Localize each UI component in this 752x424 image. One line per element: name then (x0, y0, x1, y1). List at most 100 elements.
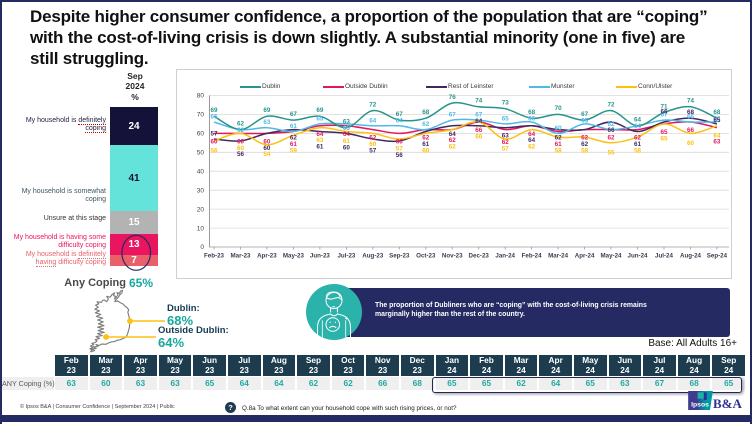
svg-text:68: 68 (422, 109, 430, 116)
svg-text:Nov-23: Nov-23 (442, 253, 463, 260)
svg-text:63: 63 (343, 119, 351, 126)
svg-text:60: 60 (396, 138, 404, 145)
svg-text:62: 62 (607, 121, 615, 128)
svg-text:67: 67 (396, 111, 404, 118)
svg-text:64: 64 (528, 137, 536, 144)
svg-text:66: 66 (713, 115, 721, 122)
svg-text:61: 61 (316, 144, 324, 151)
svg-text:20: 20 (197, 206, 205, 213)
svg-text:66: 66 (660, 109, 668, 116)
svg-text:65: 65 (660, 135, 668, 142)
svg-text:67: 67 (290, 111, 298, 118)
svg-text:61: 61 (343, 138, 351, 145)
svg-text:Ipsos: Ipsos (691, 402, 709, 409)
svg-text:Oct-23: Oct-23 (416, 253, 436, 260)
svg-text:56: 56 (210, 147, 218, 154)
svg-text:67: 67 (449, 112, 457, 119)
svg-text:66: 66 (687, 127, 695, 134)
svg-text:70: 70 (197, 112, 205, 119)
svg-text:74: 74 (475, 98, 483, 105)
svg-text:Jan-24: Jan-24 (495, 253, 515, 260)
svg-text:Feb-24: Feb-24 (522, 253, 543, 260)
svg-text:69: 69 (263, 107, 271, 114)
svg-text:63: 63 (713, 139, 721, 146)
svg-text:64: 64 (634, 117, 642, 124)
svg-text:72: 72 (369, 101, 377, 108)
svg-text:60: 60 (237, 145, 245, 152)
svg-text:69: 69 (210, 107, 218, 114)
svg-text:73: 73 (502, 100, 510, 107)
svg-text:62: 62 (555, 135, 563, 142)
svg-text:64: 64 (396, 117, 404, 124)
svg-text:May-24: May-24 (601, 253, 623, 260)
svg-text:60: 60 (263, 138, 271, 145)
svg-text:58: 58 (581, 147, 589, 154)
svg-text:54: 54 (263, 151, 271, 158)
svg-text:66: 66 (475, 127, 483, 134)
svg-text:62: 62 (449, 144, 457, 151)
svg-text:65: 65 (316, 115, 324, 122)
svg-text:62: 62 (422, 121, 430, 128)
svg-text:Sep-23: Sep-23 (389, 253, 410, 260)
svg-text:62: 62 (502, 139, 510, 146)
svg-text:67: 67 (660, 112, 668, 119)
svg-text:68: 68 (687, 109, 695, 116)
svg-text:55: 55 (607, 149, 615, 156)
svg-text:65: 65 (502, 115, 510, 122)
svg-text:Jun-24: Jun-24 (628, 253, 649, 260)
svg-text:57: 57 (502, 146, 510, 153)
svg-text:56: 56 (396, 152, 404, 159)
svg-text:64: 64 (634, 123, 642, 130)
svg-text:Feb-23: Feb-23 (204, 253, 225, 260)
svg-text:57: 57 (369, 147, 377, 154)
svg-text:63: 63 (502, 133, 510, 140)
svg-text:62: 62 (237, 127, 245, 134)
svg-text:66: 66 (528, 115, 536, 122)
svg-text:62: 62 (237, 120, 245, 127)
svg-text:62: 62 (634, 135, 642, 142)
svg-text:60: 60 (197, 131, 205, 138)
svg-text:60: 60 (369, 141, 377, 148)
svg-text:61: 61 (422, 141, 430, 148)
svg-text:63: 63 (316, 137, 324, 144)
svg-text:59: 59 (290, 147, 298, 154)
svg-text:10: 10 (197, 225, 205, 232)
svg-text:74: 74 (687, 98, 695, 105)
svg-text:64: 64 (528, 131, 536, 138)
svg-text:Apr-24: Apr-24 (575, 253, 595, 260)
svg-text:66: 66 (607, 127, 615, 134)
svg-text:66: 66 (210, 114, 218, 121)
svg-text:Apr-23: Apr-23 (257, 253, 277, 260)
svg-text:Jun-23: Jun-23 (310, 253, 331, 260)
svg-text:Mar-24: Mar-24 (548, 253, 569, 260)
svg-text:30: 30 (197, 187, 205, 194)
svg-text:Aug-24: Aug-24 (680, 253, 702, 260)
svg-text:67: 67 (475, 112, 483, 119)
svg-text:58: 58 (555, 147, 563, 154)
svg-text:62: 62 (290, 135, 298, 142)
svg-text:70: 70 (555, 105, 563, 112)
svg-text:62: 62 (581, 135, 589, 142)
svg-text:56: 56 (237, 151, 245, 158)
svg-text:68: 68 (528, 109, 536, 116)
svg-text:62: 62 (528, 144, 536, 151)
svg-text:62: 62 (607, 135, 615, 142)
svg-text:Dec-23: Dec-23 (469, 253, 490, 260)
svg-text:60: 60 (263, 145, 271, 152)
svg-text:60: 60 (343, 144, 351, 151)
svg-text:68: 68 (713, 109, 721, 116)
svg-text:71: 71 (660, 103, 668, 110)
svg-text:65: 65 (581, 117, 589, 124)
svg-text:72: 72 (607, 101, 615, 108)
svg-text:80: 80 (197, 93, 205, 100)
svg-text:60: 60 (237, 138, 245, 145)
svg-text:65: 65 (343, 125, 351, 132)
svg-text:Aug-23: Aug-23 (362, 253, 384, 260)
svg-text:64: 64 (713, 132, 721, 139)
svg-text:May-23: May-23 (283, 253, 305, 260)
svg-text:62: 62 (449, 137, 457, 144)
svg-text:66: 66 (475, 133, 483, 140)
svg-text:Jul-23: Jul-23 (337, 253, 355, 260)
svg-text:69: 69 (316, 107, 324, 114)
svg-text:61: 61 (555, 141, 563, 148)
